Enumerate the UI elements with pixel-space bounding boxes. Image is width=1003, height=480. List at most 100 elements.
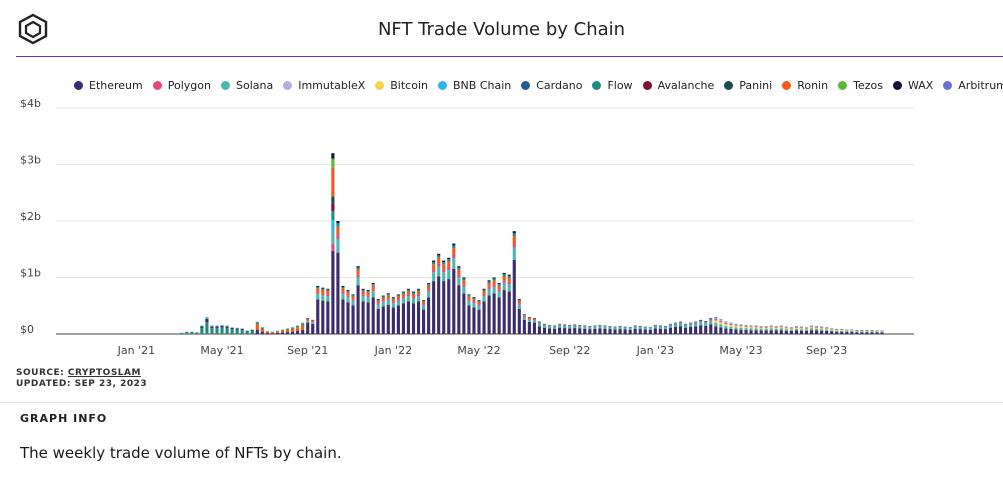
bar-segment-flow — [356, 267, 360, 270]
legend-item-avalanche[interactable]: Avalanche — [642, 79, 714, 92]
bar-segment-solana — [628, 328, 632, 330]
bar-segment-panini — [709, 318, 713, 319]
bar-segment-polygon — [633, 326, 637, 327]
bar-segment-polygon — [749, 326, 753, 328]
bar-segment-ronin — [361, 291, 365, 295]
bar-segment-flow — [185, 332, 189, 334]
bar-segment-flow — [724, 321, 728, 323]
bar-segment-polygon — [568, 325, 572, 327]
bar-segment-flow — [512, 233, 516, 237]
bar-segment-solana — [200, 325, 204, 327]
legend-label: Arbitrum — [958, 78, 1003, 92]
bar-segment-wax — [497, 283, 501, 285]
legend-item-bitcoin[interactable]: Bitcoin — [375, 79, 428, 92]
legend-item-wax[interactable]: WAX — [892, 79, 933, 92]
legend-item-bnb-chain[interactable]: BNB Chain — [438, 79, 511, 92]
bar-segment-bitcoin — [804, 328, 809, 330]
bar-segment-immutablex — [734, 324, 738, 326]
bar-segment-bitcoin — [850, 330, 854, 332]
bar-segment-ethereum — [401, 303, 405, 334]
bar-segment-solana — [205, 317, 209, 319]
bar-segment-ronin — [406, 291, 411, 295]
bar-segment-solana — [547, 326, 552, 329]
bar-segment-polygon — [401, 296, 405, 299]
cube-logo-icon[interactable] — [16, 12, 50, 46]
bar-segment-polygon — [341, 291, 345, 294]
legend-item-tezos[interactable]: Tezos — [838, 79, 883, 92]
bar-segment-ronin — [457, 269, 461, 275]
bar-segment-solana — [578, 326, 582, 329]
bar-segment-solana — [427, 291, 431, 298]
bar-segment-wax — [462, 277, 466, 279]
bar-segment-solana — [507, 284, 511, 292]
legend-item-ronin[interactable]: Ronin — [782, 79, 828, 92]
bar-segment-ethereum — [280, 332, 285, 334]
legend-item-ethereum[interactable]: Ethereum — [74, 79, 143, 92]
bar-segment-ethereum — [371, 297, 375, 334]
bar-segment-solana — [794, 328, 798, 331]
bar-segment-ronin — [331, 167, 335, 197]
bar-segment-solana — [558, 325, 562, 328]
bar-segment-ronin — [311, 320, 315, 322]
legend-item-immutablex[interactable]: ImmutableX — [283, 79, 365, 92]
bar-segment-solana — [542, 325, 547, 328]
bar-segment-polygon — [825, 328, 829, 329]
bar-segment-ethereum — [850, 331, 854, 334]
bar-segment-ethereum — [220, 325, 224, 328]
bar-segment-bitcoin — [774, 327, 778, 329]
bar-segment-ronin — [376, 300, 380, 304]
bar-segment-solana — [230, 327, 234, 328]
bar-segment-polygon — [799, 327, 804, 329]
bar-segment-polygon — [789, 328, 793, 329]
bar-segment-solana — [709, 320, 713, 325]
bar-segment-wax — [406, 288, 411, 290]
bar-segment-polygon — [311, 321, 315, 323]
legend-swatch — [220, 80, 230, 90]
bar-segment-bnb-chain — [331, 220, 335, 231]
bar-segment-immutablex — [779, 325, 783, 327]
bar-segment-solana — [432, 272, 436, 282]
bar-segment-flow — [391, 298, 395, 300]
bar-segment-wax — [371, 283, 375, 285]
bar-segment-flow — [477, 300, 481, 302]
bar-segment-ronin — [432, 264, 436, 270]
bar-segment-solana — [477, 305, 481, 310]
bar-segment-solana — [573, 325, 577, 329]
bar-segment-ethereum — [497, 297, 501, 334]
bar-segment-ethereum — [593, 328, 597, 334]
bar-segment-flow — [260, 327, 264, 329]
bar-segment-polygon — [774, 327, 778, 328]
bar-segment-solana — [210, 325, 214, 327]
bar-segment-ethereum — [865, 332, 869, 334]
bar-segment-ethereum — [578, 328, 582, 334]
legend-item-arbitrum[interactable]: Arbitrum — [943, 79, 1003, 92]
bar-segment-flow — [527, 317, 531, 318]
bar-segment-ethereum — [447, 279, 451, 334]
bar-segment-solana — [643, 327, 647, 330]
bar-segment-flow — [396, 295, 400, 297]
bar-segment-ethereum — [678, 326, 683, 334]
bar-segment-panini — [689, 322, 693, 324]
source-link[interactable]: CRYPTOSLAM — [67, 368, 141, 378]
bar-segment-flow — [507, 275, 511, 278]
legend-item-panini[interactable]: Panini — [724, 79, 772, 92]
bar-segment-ethereum — [739, 329, 743, 334]
bar-segment-solana — [411, 298, 416, 304]
bar-segment-immutablex — [769, 325, 773, 327]
bar-segment-solana — [598, 326, 602, 329]
bar-segment-ethereum — [608, 329, 612, 334]
legend-item-flow[interactable]: Flow — [592, 79, 633, 92]
bar-segment-flow — [341, 286, 345, 289]
bar-segment-solana — [764, 328, 768, 331]
bar-segment-bitcoin — [729, 324, 733, 327]
legend-item-polygon[interactable]: Polygon — [152, 79, 211, 92]
y-tick-label: $0 — [20, 323, 34, 336]
bar-segment-ronin — [532, 318, 536, 321]
bar-segment-bitcoin — [870, 330, 874, 332]
legend-item-cardano[interactable]: Cardano — [521, 79, 582, 92]
bar-segment-bitcoin — [764, 327, 768, 329]
bar-segment-polygon — [366, 295, 370, 297]
bar-segment-ethereum — [558, 327, 562, 334]
bar-segment-polygon — [547, 325, 552, 327]
legend-item-solana[interactable]: Solana — [220, 79, 273, 92]
